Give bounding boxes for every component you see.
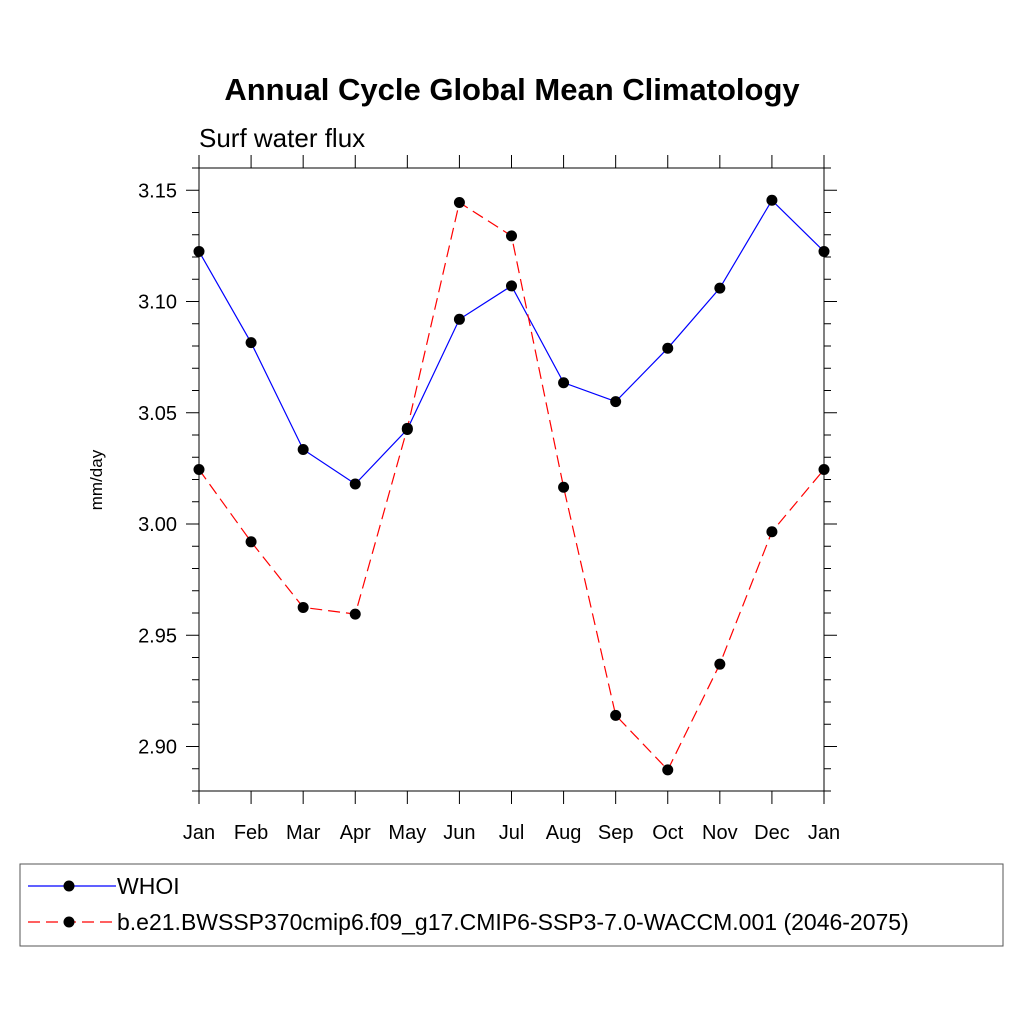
legend: WHOI b.e21.BWSSP370cmip6.f09_g17.CMIP6-SS…: [19, 863, 1004, 947]
legend-items: WHOI b.e21.BWSSP370cmip6.f09_g17.CMIP6-SS…: [28, 873, 909, 935]
x-tick-label: Jun: [443, 822, 475, 844]
data-point: [818, 245, 830, 257]
y-tick-label: 3.05: [138, 403, 177, 425]
data-point: [558, 377, 570, 389]
data-point: [401, 422, 413, 434]
chart-title: Annual Cycle Global Mean Climatology: [224, 72, 800, 107]
data-point: [714, 282, 726, 294]
x-tick-label: Apr: [340, 822, 371, 844]
y-tick-label: 3.00: [138, 514, 177, 536]
chart-subtitle: Surf water flux: [199, 123, 365, 153]
x-tick-labels: Jan Feb Mar Apr May Jun Jul Aug Sep Oct Nov Dec Jan: [183, 822, 840, 844]
data-point: [245, 536, 257, 548]
x-tick-label: Sep: [598, 822, 634, 844]
data-point: [506, 280, 517, 292]
x-tick-label: Jul: [499, 822, 525, 844]
data-point: [506, 230, 517, 242]
axis-ticks: [186, 155, 837, 804]
data-point: [766, 194, 778, 206]
data-point: [714, 658, 726, 670]
series-2: [193, 196, 830, 776]
data-point: [453, 196, 465, 208]
y-axis-label: mm/day: [87, 449, 106, 510]
legend-marker: [63, 916, 75, 928]
x-tick-label: Dec: [754, 822, 790, 844]
x-tick-label: Mar: [286, 822, 321, 844]
data-point: [245, 337, 257, 349]
data-point: [662, 764, 674, 776]
legend-label: b.e21.BWSSP370cmip6.f09_g17.CMIP6-SSP3-7…: [117, 909, 909, 935]
series-line: [198, 199, 825, 485]
legend-label: WHOI: [117, 873, 180, 899]
x-tick-label: Feb: [234, 822, 268, 844]
y-tick-label: 2.90: [138, 737, 177, 759]
y-tick-labels: 2.90 2.95 3.00 3.05 3.10 3.15: [138, 180, 177, 758]
data-point: [297, 601, 309, 613]
y-tick-label: 3.15: [138, 180, 177, 202]
data-point: [349, 478, 361, 490]
x-tick-label: Nov: [702, 822, 738, 844]
x-tick-label: Jan: [808, 822, 840, 844]
legend-item: WHOI: [28, 873, 180, 899]
legend-marker: [63, 880, 75, 892]
data-point: [610, 396, 622, 408]
data-point: [558, 481, 570, 493]
data-point: [193, 245, 205, 257]
legend-item: b.e21.BWSSP370cmip6.f09_g17.CMIP6-SSP3-7…: [28, 909, 909, 935]
x-tick-label: Aug: [546, 822, 582, 844]
series-layer: [193, 194, 830, 776]
data-point: [193, 463, 205, 475]
data-point: [818, 463, 830, 475]
data-point: [453, 313, 465, 325]
legend-box: [19, 863, 1004, 947]
data-point: [610, 709, 622, 721]
data-point: [349, 608, 361, 620]
x-tick-label: Oct: [652, 822, 684, 844]
plot-frame: [198, 167, 825, 792]
data-point: [766, 526, 778, 538]
y-tick-label: 3.10: [138, 292, 177, 314]
data-point: [297, 443, 309, 455]
x-tick-label: Jan: [183, 822, 215, 844]
x-tick-label: May: [388, 822, 426, 844]
y-tick-label: 2.95: [138, 625, 177, 647]
data-point: [662, 342, 674, 354]
